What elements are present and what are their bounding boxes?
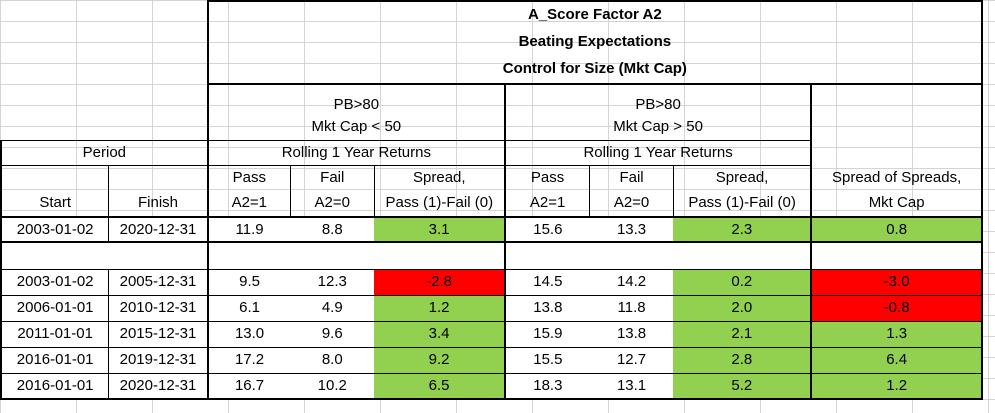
spread-cell[interactable]: 2.0 [673, 294, 812, 321]
group-left-returns: Rolling 1 Year Returns [206, 139, 505, 165]
sos-cell[interactable]: 0.8 [810, 217, 983, 243]
cell[interactable] [108, 1, 209, 28]
period-row: 2011-01-01 2015-12-31 13.0 9.6 3.4 15.9 13.8 2.… [0, 320, 994, 347]
sos-cell[interactable]: 1.3 [810, 320, 983, 347]
finish-cell[interactable]: 2019-12-31 [108, 346, 209, 373]
group-right-line-1: PB>80 [503, 84, 812, 114]
spread-cell[interactable]: 2.3 [673, 217, 812, 243]
group-left-line-2: Mkt Cap < 50 [206, 114, 505, 140]
spread-cell[interactable]: 3.4 [374, 320, 505, 347]
period-row: 2003-01-02 2005-12-31 9.5 12.3 -2.8 14.5 14.2 0… [0, 268, 994, 295]
spread-subheader-right: Pass (1)-Fail (0) [672, 190, 812, 218]
pass-cell[interactable]: 14.5 [503, 268, 590, 295]
spread-header-right: Spread, [672, 164, 812, 190]
finish-header: Finish [108, 190, 209, 218]
fail-cell[interactable]: 13.1 [589, 372, 674, 400]
pass-cell[interactable]: 15.5 [503, 346, 590, 373]
pass-cell[interactable]: 18.3 [503, 372, 590, 400]
start-cell[interactable]: 2016-01-01 [0, 346, 109, 373]
sos-header-2: Mkt Cap [810, 190, 983, 218]
group-right-line-2: Mkt Cap > 50 [503, 114, 812, 140]
spread-cell[interactable]: 1.2 [374, 294, 505, 321]
pass-cell[interactable]: 16.7 [206, 372, 291, 400]
start-header: Start [0, 190, 109, 218]
title-line-1: A_Score Factor A2 [207, 0, 984, 28]
fail-cell[interactable]: 13.8 [589, 320, 674, 347]
sos-header-1: Spread of Spreads, [810, 165, 983, 190]
spread-cell[interactable]: 5.2 [673, 372, 812, 400]
pass-cell[interactable]: 17.2 [206, 346, 291, 373]
group-right-returns: Rolling 1 Year Returns [503, 139, 812, 165]
pass-cell[interactable]: 13.8 [503, 294, 590, 321]
fail-cell[interactable]: 10.2 [290, 372, 375, 400]
pass-cell[interactable]: 15.6 [503, 217, 590, 243]
pass-cell[interactable]: 6.1 [206, 294, 291, 321]
spread-cell[interactable]: 2.8 [673, 346, 812, 373]
title-line-2: Beating Expectations [207, 28, 984, 55]
pass-cell[interactable]: 15.9 [503, 320, 590, 347]
fail-cell[interactable]: 12.7 [589, 346, 674, 373]
spread-cell[interactable]: 0.2 [673, 268, 812, 295]
fail-subheader-left: A2=0 [289, 190, 375, 218]
period-label: Period [0, 139, 209, 165]
sos-cell[interactable]: 1.2 [810, 372, 983, 400]
spread-cell[interactable]: 3.1 [374, 217, 505, 243]
pass-header-right: Pass [503, 164, 590, 190]
pass-cell[interactable]: 11.9 [206, 217, 291, 243]
finish-cell[interactable]: 2010-12-31 [108, 294, 209, 321]
summary-row: 2003-01-02 2020-12-31 11.9 8.8 3.1 15.6 … [0, 217, 994, 243]
fail-header-left: Fail [289, 164, 375, 190]
fail-cell[interactable]: 13.3 [589, 217, 674, 243]
finish-cell[interactable]: 2005-12-31 [108, 268, 209, 295]
spread-subheader-left: Pass (1)-Fail (0) [373, 190, 505, 218]
start-cell[interactable]: 2011-01-01 [0, 320, 109, 347]
fail-cell[interactable]: 9.6 [290, 320, 375, 347]
fail-cell[interactable]: 12.3 [290, 268, 375, 295]
fail-cell[interactable]: 14.2 [589, 268, 674, 295]
start-cell[interactable]: 2003-01-02 [0, 268, 109, 295]
period-row: 2016-01-01 2020-12-31 16.7 10.2 6.5 18.3 13.1 5… [0, 372, 994, 400]
spread-cell[interactable]: -2.8 [374, 268, 505, 295]
fail-cell[interactable]: 11.8 [589, 294, 674, 321]
spread-cell[interactable]: 6.5 [374, 372, 505, 400]
finish-cell[interactable]: 2015-12-31 [108, 320, 209, 347]
finish-cell[interactable]: 2020-12-31 [108, 372, 209, 400]
spread-cell[interactable]: 2.1 [673, 320, 812, 347]
sos-cell[interactable]: 6.4 [810, 346, 983, 373]
start-cell[interactable]: 2016-01-01 [0, 372, 109, 400]
start-cell[interactable]: 2006-01-01 [0, 294, 109, 321]
period-row: 2006-01-01 2010-12-31 6.1 4.9 1.2 13.8 11.8 2.0… [0, 294, 994, 321]
fail-cell[interactable]: 8.8 [290, 217, 375, 243]
spread-cell[interactable]: 9.2 [374, 346, 505, 373]
sos-cell[interactable]: -0.8 [810, 294, 983, 321]
sos-header-top [810, 84, 983, 165]
results-table: A_Score Factor A2 Beating Expectations C… [0, 0, 994, 400]
period-row: 2016-01-01 2019-12-31 17.2 8.0 9.2 15.5 12.7 2.… [0, 346, 994, 373]
finish-cell[interactable]: 2020-12-31 [108, 217, 209, 243]
fail-cell[interactable]: 4.9 [290, 294, 375, 321]
pass-subheader-right: A2=1 [503, 190, 590, 218]
cell[interactable] [1, 1, 109, 28]
sos-cell[interactable]: -3.0 [810, 268, 983, 295]
fail-cell[interactable]: 8.0 [290, 346, 375, 373]
start-cell[interactable]: 2003-01-02 [0, 217, 109, 243]
pass-cell[interactable]: 13.0 [206, 320, 291, 347]
spread-header-left: Spread, [373, 164, 505, 190]
pass-cell[interactable]: 9.5 [206, 268, 291, 295]
group-left-line-1: PB>80 [206, 84, 505, 114]
fail-subheader-right: A2=0 [589, 190, 674, 218]
fail-header-right: Fail [589, 164, 674, 190]
pass-header-left: Pass [206, 164, 291, 190]
title-line-3: Control for Size (Mkt Cap) [207, 55, 984, 85]
pass-subheader-left: A2=1 [206, 190, 291, 218]
